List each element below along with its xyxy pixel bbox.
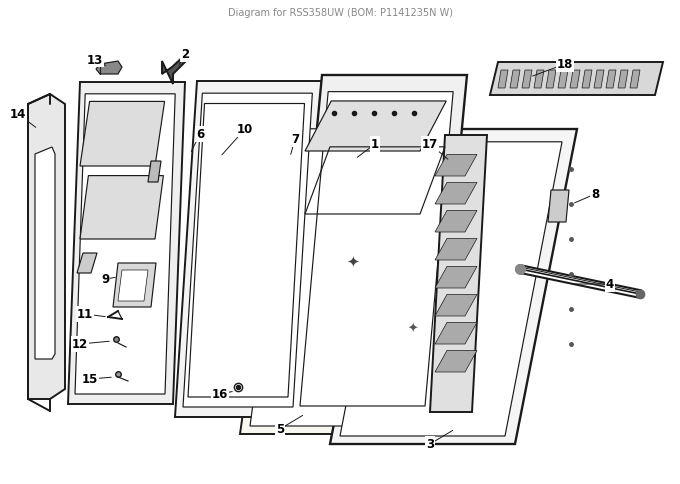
Polygon shape — [240, 117, 440, 434]
Polygon shape — [606, 71, 616, 89]
Text: 13: 13 — [87, 53, 103, 66]
Text: 11: 11 — [77, 308, 93, 321]
Text: 6: 6 — [196, 128, 204, 141]
Text: 17: 17 — [422, 138, 438, 151]
Text: 4: 4 — [606, 278, 614, 291]
Polygon shape — [490, 63, 663, 96]
Polygon shape — [435, 295, 477, 317]
Polygon shape — [183, 94, 312, 407]
Polygon shape — [435, 351, 477, 372]
Polygon shape — [300, 92, 453, 406]
Text: 16: 16 — [211, 388, 228, 401]
Polygon shape — [430, 136, 487, 412]
Text: 1: 1 — [371, 138, 379, 151]
Text: 12: 12 — [72, 338, 88, 351]
Polygon shape — [435, 155, 477, 177]
Polygon shape — [35, 148, 55, 359]
Text: ✦: ✦ — [346, 254, 359, 269]
Text: Diagram for RSS358UW (BOM: P1141235N W): Diagram for RSS358UW (BOM: P1141235N W) — [228, 8, 452, 18]
Polygon shape — [594, 71, 604, 89]
Polygon shape — [148, 162, 161, 182]
Polygon shape — [28, 95, 65, 399]
Text: 14: 14 — [10, 108, 27, 121]
Polygon shape — [435, 211, 477, 232]
Polygon shape — [175, 82, 322, 417]
Polygon shape — [250, 130, 426, 426]
Polygon shape — [435, 183, 477, 205]
Polygon shape — [498, 71, 508, 89]
Polygon shape — [546, 71, 556, 89]
Polygon shape — [113, 263, 156, 307]
Text: 18: 18 — [557, 59, 573, 71]
Polygon shape — [77, 254, 97, 273]
Polygon shape — [75, 94, 175, 394]
Text: 9: 9 — [101, 273, 109, 286]
Text: 7: 7 — [291, 133, 299, 146]
Polygon shape — [305, 102, 446, 151]
Polygon shape — [510, 71, 520, 89]
Polygon shape — [522, 71, 532, 89]
Polygon shape — [96, 62, 122, 75]
Polygon shape — [162, 55, 186, 85]
Polygon shape — [548, 191, 569, 223]
Polygon shape — [80, 102, 165, 166]
Polygon shape — [435, 239, 477, 260]
Text: ✦: ✦ — [407, 322, 418, 335]
Polygon shape — [435, 323, 477, 344]
Polygon shape — [618, 71, 628, 89]
Polygon shape — [558, 71, 568, 89]
Polygon shape — [290, 76, 467, 412]
Polygon shape — [570, 71, 580, 89]
Polygon shape — [330, 130, 577, 444]
Text: 2: 2 — [181, 48, 189, 61]
Text: 10: 10 — [237, 123, 253, 136]
Text: 5: 5 — [276, 423, 284, 436]
Polygon shape — [118, 271, 148, 302]
Text: 8: 8 — [591, 188, 599, 201]
Polygon shape — [630, 71, 640, 89]
Polygon shape — [582, 71, 592, 89]
Polygon shape — [340, 142, 562, 436]
Polygon shape — [68, 83, 185, 404]
Text: 3: 3 — [426, 438, 434, 451]
Polygon shape — [80, 176, 163, 240]
Text: 15: 15 — [82, 373, 98, 386]
Polygon shape — [534, 71, 544, 89]
Polygon shape — [435, 267, 477, 288]
